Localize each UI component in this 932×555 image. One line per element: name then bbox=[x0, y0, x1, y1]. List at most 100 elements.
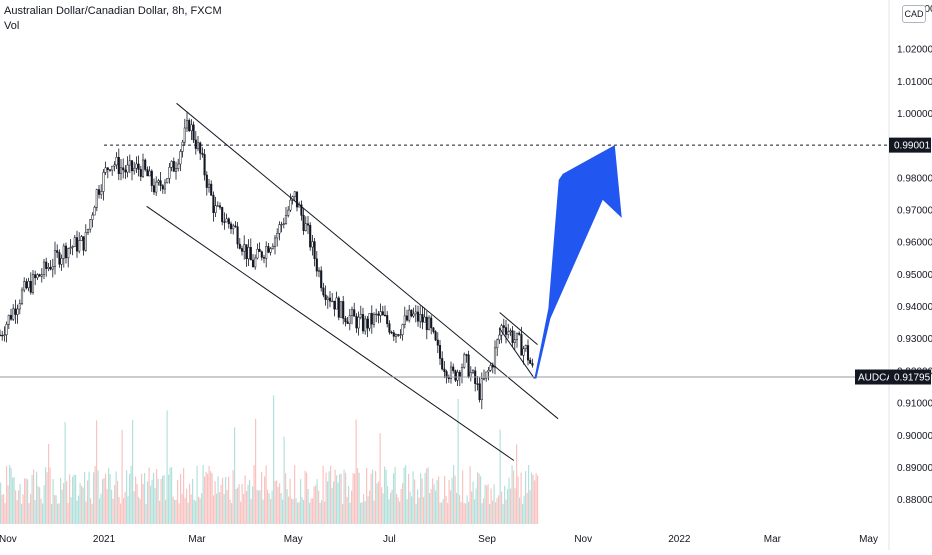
current-price-label: 0.91795 bbox=[894, 373, 931, 384]
candle-body bbox=[405, 315, 409, 321]
volume-bar bbox=[535, 472, 537, 524]
volume-bar bbox=[252, 486, 254, 524]
volume-bar bbox=[120, 503, 122, 524]
volume-bar bbox=[19, 483, 21, 524]
volume-bar bbox=[0, 482, 2, 524]
candle-body bbox=[361, 314, 365, 332]
volume-bar bbox=[390, 492, 392, 524]
candle-body bbox=[80, 236, 83, 241]
volume-bar bbox=[96, 420, 98, 524]
projection-arrow[interactable] bbox=[534, 145, 622, 379]
volume-bar bbox=[327, 481, 329, 524]
volume-bar bbox=[333, 481, 335, 524]
volume-bar bbox=[430, 488, 432, 524]
volume-bar bbox=[27, 479, 29, 524]
candle-body bbox=[412, 313, 415, 317]
candle-body bbox=[56, 250, 59, 253]
volume-bar bbox=[148, 467, 150, 524]
volume-bar bbox=[381, 487, 383, 524]
volume-bar bbox=[171, 467, 173, 524]
volume-indicator-label[interactable]: Vol bbox=[4, 20, 20, 32]
y-tick-label: 0.96000 bbox=[897, 238, 932, 249]
candle-body bbox=[463, 354, 466, 368]
small-channel-lower-line[interactable] bbox=[499, 328, 535, 379]
candle-body bbox=[364, 318, 367, 332]
candle-body bbox=[9, 315, 13, 320]
candle-body bbox=[185, 120, 189, 129]
volume-bar bbox=[354, 473, 356, 524]
volume-bar bbox=[361, 502, 363, 524]
volume-bar bbox=[123, 497, 125, 524]
volume-bar bbox=[343, 469, 345, 524]
volume-bar bbox=[130, 465, 132, 524]
volume-bar bbox=[324, 501, 326, 524]
candle-body bbox=[71, 246, 74, 248]
candle-body bbox=[287, 209, 290, 216]
candle-body bbox=[174, 168, 178, 172]
volume-bar bbox=[46, 472, 48, 524]
candle-body bbox=[251, 259, 255, 268]
volume-bar bbox=[469, 466, 471, 524]
volume-bar bbox=[222, 477, 224, 524]
volume-bar bbox=[529, 490, 531, 524]
volume-bar bbox=[411, 496, 413, 524]
volume-bar bbox=[400, 488, 402, 524]
volume-bar bbox=[358, 472, 360, 524]
volume-bar bbox=[378, 481, 380, 524]
candle-body bbox=[485, 371, 488, 379]
candle-body bbox=[108, 169, 112, 171]
candle-body bbox=[150, 170, 153, 186]
x-tick-label: Mar bbox=[188, 534, 206, 545]
candle-body bbox=[383, 314, 387, 317]
channel-lower-line[interactable] bbox=[146, 205, 515, 461]
volume-bar bbox=[57, 503, 59, 524]
volume-bar bbox=[187, 502, 189, 524]
candle-body bbox=[14, 308, 17, 315]
y-tick-label: 0.89000 bbox=[897, 463, 932, 474]
volume-bar bbox=[363, 493, 365, 524]
candle-body bbox=[89, 219, 92, 230]
volume-bar bbox=[82, 487, 84, 524]
volume-bar bbox=[112, 498, 114, 524]
volume-bar bbox=[382, 493, 384, 524]
candle-body bbox=[438, 345, 442, 359]
candle-body bbox=[493, 347, 497, 368]
candle-body bbox=[386, 315, 389, 325]
small-channel-upper-line[interactable] bbox=[499, 312, 538, 346]
volume-bar bbox=[169, 467, 171, 524]
candle-body bbox=[53, 250, 57, 267]
candle-body bbox=[392, 332, 395, 337]
candle-body bbox=[304, 223, 307, 232]
volume-bar bbox=[532, 474, 534, 524]
candle-body bbox=[49, 267, 52, 270]
volume-bar bbox=[375, 470, 377, 524]
volume-bar bbox=[298, 501, 300, 524]
volume-bar bbox=[523, 495, 525, 524]
currency-button[interactable]: CAD bbox=[902, 5, 926, 23]
candle-body bbox=[350, 309, 354, 317]
volume-bar bbox=[370, 473, 372, 524]
volume-bar bbox=[516, 444, 518, 524]
candle-body bbox=[526, 345, 530, 361]
volume-bar bbox=[142, 483, 144, 524]
candle-body bbox=[111, 165, 114, 171]
channel-upper-line[interactable] bbox=[176, 102, 559, 420]
candle-body bbox=[128, 160, 131, 166]
volume-bar bbox=[117, 480, 119, 524]
volume-bar bbox=[238, 484, 240, 524]
volume-bar bbox=[457, 398, 459, 524]
candle-body bbox=[269, 248, 272, 253]
candle-body bbox=[91, 214, 94, 220]
volume-bar bbox=[184, 498, 186, 524]
candle-body bbox=[337, 297, 340, 318]
candle-body bbox=[265, 246, 268, 259]
candle-body bbox=[366, 318, 369, 329]
candle-body bbox=[498, 334, 501, 341]
candle-body bbox=[113, 164, 116, 167]
volume-bar bbox=[520, 472, 522, 524]
volume-bar bbox=[60, 477, 62, 524]
volume-bar bbox=[208, 465, 210, 524]
volume-bar bbox=[100, 493, 102, 524]
